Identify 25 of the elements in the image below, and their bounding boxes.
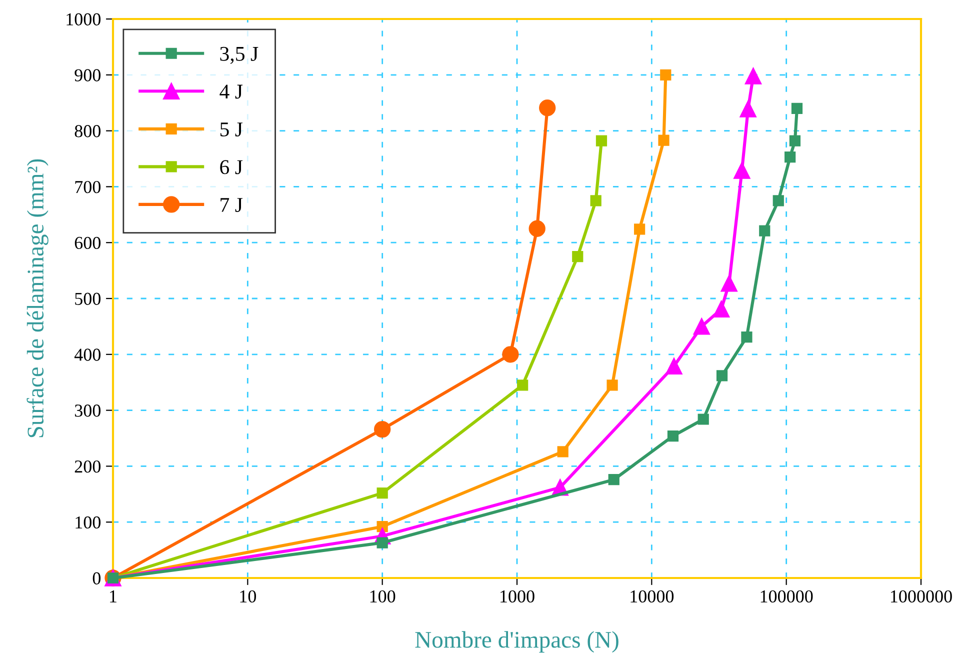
y-tick-label: 300	[74, 404, 101, 417]
x-tick-label: 100000	[760, 590, 813, 603]
y-tick-label: 700	[75, 180, 101, 194]
legend-label: 4 J	[220, 84, 243, 99]
x-tick-label: 1000000	[890, 590, 952, 603]
y-tick-label: 100	[76, 516, 101, 529]
legend-label: 5 J	[220, 122, 243, 136]
legend-label: 7 J	[220, 198, 243, 212]
x-tick-label: 10000	[630, 590, 674, 603]
y-tick-label: 800	[74, 125, 101, 138]
y-tick-label: 900	[74, 69, 101, 82]
y-tick-label: 200	[74, 460, 101, 473]
legend-label: 3,5 J	[220, 46, 258, 64]
x-tick-label: 100	[370, 590, 396, 603]
legend-label: 6 J	[220, 160, 243, 174]
x-tick-label: 1000	[500, 590, 534, 603]
y-tick-label: 1000	[66, 13, 101, 26]
y-axis-title: Surface de délaminage (mm²)	[26, 159, 48, 438]
y-tick-label: 500	[75, 292, 101, 305]
x-tick-label: 1	[110, 590, 116, 602]
x-axis-title: Nombre d'impacs (N)	[415, 631, 618, 653]
y-tick-label: 400	[74, 348, 101, 361]
y-tick-label: 600	[74, 236, 101, 250]
x-tick-label: 10	[240, 590, 256, 603]
y-tick-label: 0	[92, 572, 101, 584]
